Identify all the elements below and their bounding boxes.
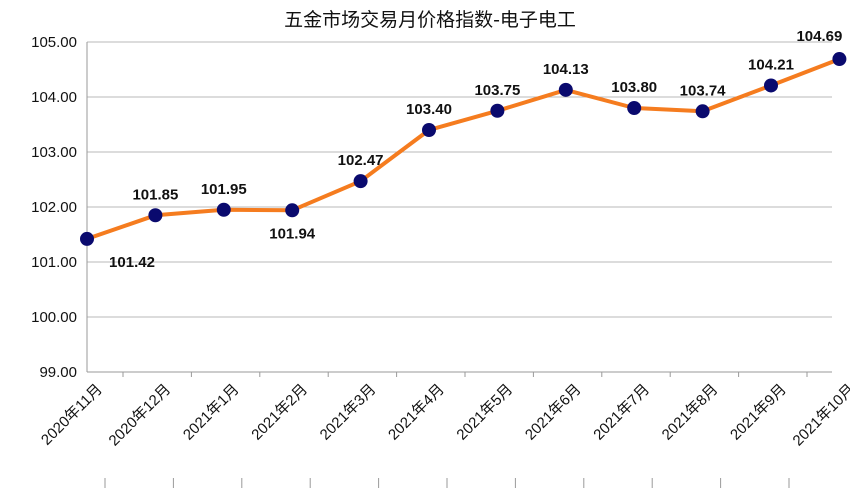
y-tick-label: 102.00: [31, 199, 77, 216]
x-tick-label: 2020年11月: [38, 381, 106, 449]
y-tick-labels: 99.00 100.00 101.00 102.00 103.00 104.00 105.0…: [31, 34, 77, 381]
data-label: 101.42: [109, 254, 155, 271]
data-label: 103.80: [611, 79, 657, 96]
y-tick-label: 104.00: [31, 89, 77, 106]
data-label: 102.47: [338, 152, 384, 169]
data-label: 101.85: [132, 186, 178, 203]
data-point: [764, 78, 778, 93]
data-point: [422, 123, 436, 137]
x-tick-label: 2021年4月: [385, 381, 448, 444]
x-tick-label: 2021年3月: [317, 381, 380, 444]
data-label: 103.74: [680, 82, 727, 99]
data-point: [558, 82, 573, 97]
x-tick-label: 2021年7月: [590, 381, 653, 444]
data-point: [216, 202, 231, 217]
data-label: 101.95: [201, 181, 247, 198]
data-point: [285, 203, 300, 218]
data-point: [627, 101, 642, 115]
data-point: [80, 231, 94, 246]
data-point: [832, 52, 847, 67]
y-tick-label: 103.00: [31, 144, 77, 161]
data-point: [695, 104, 710, 119]
x-tick-labels: 2020年11月 2020年12月 2021年1月 2021年2月 2021年3月 202…: [38, 381, 850, 450]
data-point: [353, 174, 368, 189]
marker-layer: [80, 52, 847, 246]
x-tick-label: 2021年6月: [522, 381, 585, 444]
x-tick-label: 2021年1月: [180, 381, 243, 444]
data-label: 103.75: [474, 82, 520, 99]
y-tick-label: 99.00: [39, 364, 77, 381]
x-tick-label: 2021年5月: [453, 381, 516, 444]
grid-layer: [87, 41, 832, 373]
x-tick-label: 2021年8月: [659, 381, 722, 444]
axis-layer: [86, 42, 832, 488]
data-label: 104.69: [796, 28, 842, 45]
data-label: 104.13: [543, 61, 589, 78]
x-tick-label: 2021年2月: [248, 381, 311, 444]
x-tick-label: 2021年10月: [790, 381, 850, 450]
chart-title: 五金市场交易月价格指数-电子电工: [284, 9, 576, 31]
data-label: 103.40: [406, 101, 452, 118]
series-line-layer: [85, 57, 842, 241]
data-label: 104.21: [748, 56, 794, 73]
x-tick-label: 2021年9月: [727, 381, 790, 444]
data-point: [148, 208, 163, 223]
y-tick-label: 105.00: [31, 34, 77, 51]
data-label-layer: 101.42 101.85 101.95 101.94 102.47 103.40 103.…: [109, 28, 842, 271]
y-tick-label: 101.00: [31, 254, 77, 271]
data-label: 101.94: [269, 225, 316, 242]
series-line: [85, 57, 842, 241]
y-tick-label: 100.00: [31, 309, 77, 326]
data-point: [490, 103, 505, 118]
x-tick-label: 2020年12月: [106, 381, 175, 450]
